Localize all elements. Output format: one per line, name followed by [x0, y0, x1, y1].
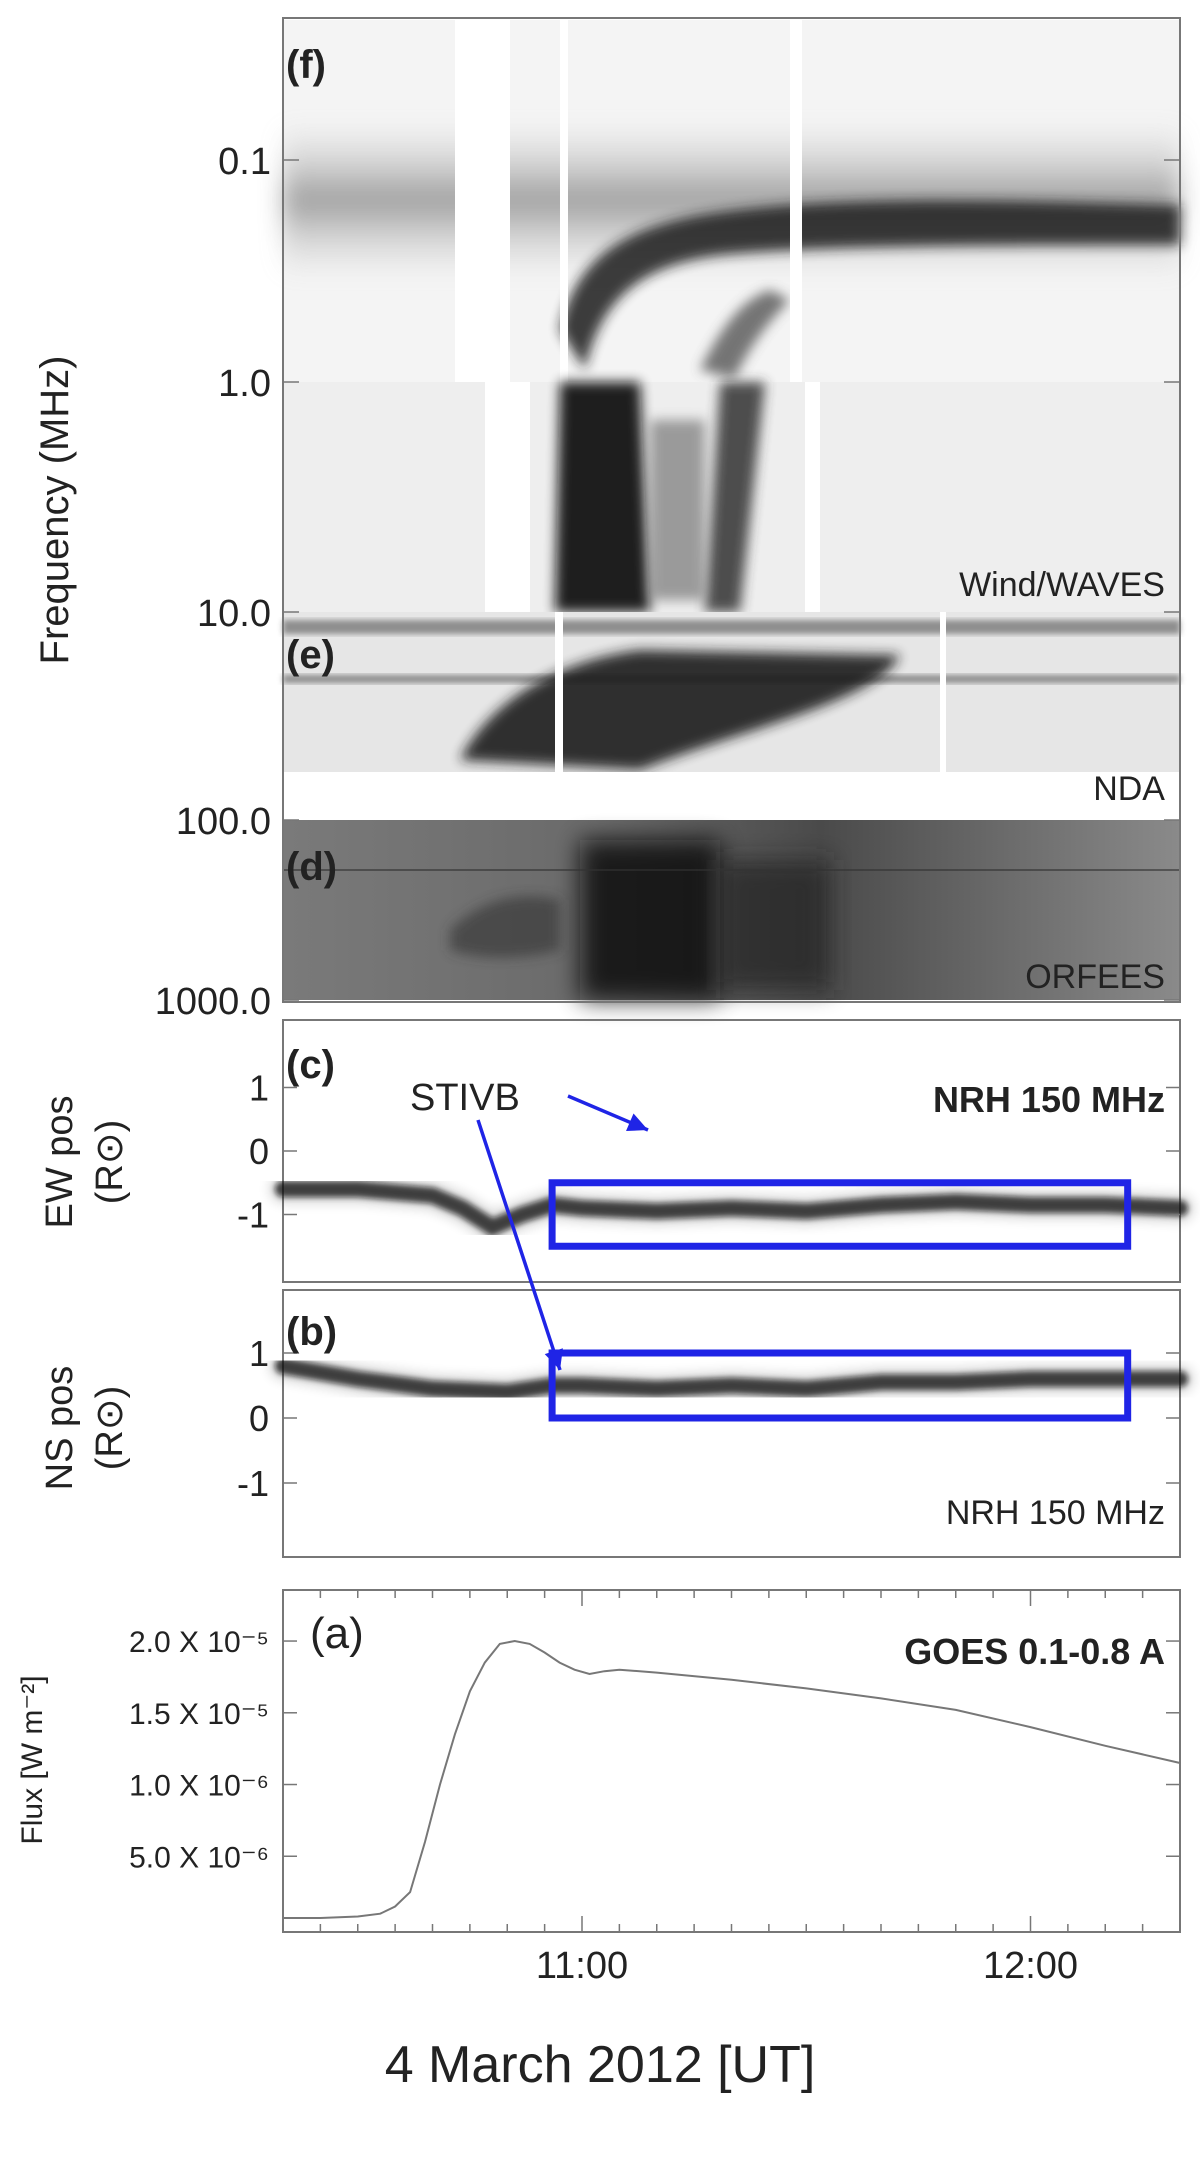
instrument-label-nda: NDA: [1093, 770, 1165, 808]
ew-axis: 1 0 -1: [237, 1068, 1180, 1236]
panel-label-b: (b): [286, 1310, 337, 1354]
pos-tick-label: -1: [237, 1195, 269, 1236]
ns-position-trace: [270, 1349, 1193, 1422]
pos-tick-label: 0: [249, 1398, 269, 1439]
ns-axis-unit: (R⊙): [89, 1386, 131, 1471]
nrh-ns-panel: 1 0 -1: [237, 1289, 1193, 1558]
flux-tick-label: 5.0 X 10⁻⁶: [129, 1841, 269, 1874]
ns-axis: 1 0 -1: [237, 1289, 1180, 1504]
goes-flux-curve: [283, 1639, 1181, 1919]
time-axis-caption: 4 March 2012 [UT]: [384, 2036, 816, 2094]
panel-label-a: (a): [310, 1609, 364, 1658]
stivb-arrowhead: [544, 1348, 563, 1370]
instrument-label-orfees: ORFEES: [1025, 958, 1165, 996]
panel-label-d: (d): [286, 845, 337, 889]
freq-tick-label: 100.0: [176, 801, 271, 843]
goes-panel: 5.0 X 10⁻⁶ 1.0 X 10⁻⁶ 1.5 X 10⁻⁵ 2.0 X 10⁻⁵…: [16, 1589, 1181, 1987]
flux-tick-label: 2.0 X 10⁻⁵: [129, 1626, 269, 1659]
pos-tick-label: 1: [249, 1333, 269, 1374]
pos-tick-label: -1: [237, 1463, 269, 1504]
stivb-box: [548, 1349, 1132, 1422]
panel-label-f: (f): [286, 43, 326, 87]
frequency-axis: 0.1 1.0 10.0 100.0 1000.0: [155, 141, 1180, 1023]
stivb-arrow: [476, 1119, 562, 1371]
nda-panel: [283, 612, 1180, 820]
freq-tick-label: 1000.0: [155, 981, 271, 1023]
panel-label-c: (c): [286, 1043, 335, 1087]
pos-tick-label: 1: [249, 1068, 269, 1109]
ew-axis-label: EW pos: [39, 1095, 81, 1228]
stivb-label: STIVB: [410, 1077, 520, 1119]
nrh-title-b: NRH 150 MHz: [946, 1494, 1165, 1532]
nrh-ew-panel: 1 0 -1: [237, 1019, 1193, 1283]
time-tick-label: 11:00: [536, 1945, 628, 1987]
pos-tick-label: 0: [249, 1131, 269, 1172]
frequency-axis-label: Frequency (MHz): [33, 356, 77, 665]
freq-tick-label: 0.1: [218, 141, 271, 183]
flux-axis: 5.0 X 10⁻⁶ 1.0 X 10⁻⁶ 1.5 X 10⁻⁵ 2.0 X 10⁻⁵: [129, 1626, 1180, 1874]
wind-waves-hf-panel: [283, 382, 1180, 612]
time-tick-label: 12:00: [983, 1945, 1078, 1987]
freq-tick-label: 10.0: [197, 593, 271, 635]
flux-tick-label: 1.5 X 10⁻⁵: [129, 1698, 269, 1731]
dynamic-spectrum: 0.1 1.0 10.0 100.0 1000.0 Frequency (MHz): [33, 17, 1181, 1023]
ew-position-trace: [270, 1176, 1193, 1250]
freq-tick-label: 1.0: [218, 363, 271, 405]
time-axis: 11:00 12:00: [282, 1590, 1181, 1987]
wind-waves-panel: [283, 20, 1180, 382]
ew-axis-unit: (R⊙): [89, 1120, 131, 1205]
position-trace: [275, 1358, 1188, 1401]
panel-label-e: (e): [286, 633, 335, 677]
stivb-arrowhead: [626, 1113, 648, 1132]
flux-axis-label: Flux [W m⁻²]: [16, 1675, 49, 1844]
goes-title: GOES 0.1-0.8 A: [904, 1631, 1165, 1672]
ns-axis-label: NS pos: [39, 1366, 81, 1491]
nrh-title-c: NRH 150 MHz: [933, 1079, 1165, 1120]
flux-tick-label: 1.0 X 10⁻⁶: [129, 1770, 269, 1803]
goes-flux-line: [283, 1639, 1181, 1919]
position-trace: [275, 1181, 1188, 1237]
stivb-annotations: [476, 1094, 649, 1371]
orfees-panel: [283, 820, 1180, 1000]
instrument-label-waves: Wind/WAVES: [959, 566, 1165, 604]
stivb-box: [548, 1179, 1132, 1250]
